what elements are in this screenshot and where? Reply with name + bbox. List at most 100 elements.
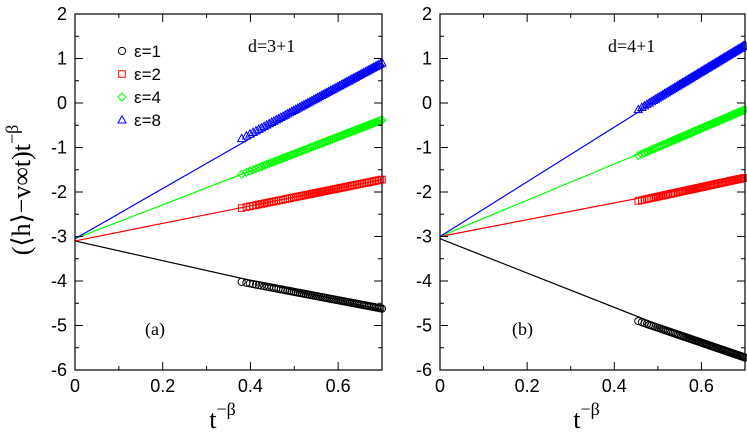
panel-b: 0 0.2 0.4 0.6 -6 -5 -4 -3 -2 -1 0 1 2 t−β d=4+1 (b) (416, 4, 747, 434)
data-point-square (638, 196, 646, 204)
data-point-square (257, 200, 266, 208)
data-point-diamond (352, 124, 362, 135)
y-tick-label: 1 (422, 49, 432, 69)
data-point-diamond (280, 152, 290, 163)
data-point-diamond (347, 126, 357, 137)
y-axis-label-main: (⟨h⟩−v∞t)t (7, 143, 36, 255)
data-point-diamond (362, 120, 372, 131)
data-point-diamond (642, 147, 652, 157)
data-point-square (262, 199, 271, 207)
y-tick-label: -5 (51, 316, 67, 336)
data-point-triangle (273, 113, 284, 123)
data-point-diamond (375, 115, 386, 126)
data-point-diamond (367, 119, 377, 129)
data-point-diamond (241, 167, 252, 178)
y-tick-label: 0 (422, 93, 432, 113)
data-point-diamond (732, 108, 743, 118)
data-point-diamond (340, 129, 350, 139)
data-point-diamond (739, 105, 747, 115)
y-tick-label: -2 (416, 182, 432, 202)
legend-symbol-circle (117, 46, 127, 56)
data-point-diamond (665, 137, 675, 147)
series-markers-triangle (633, 39, 747, 114)
data-point-circle (248, 279, 258, 289)
data-point-triangle (269, 115, 279, 125)
data-point-diamond (736, 106, 746, 116)
series-markers-diamond (633, 104, 747, 161)
y-tick-label: 0 (57, 93, 67, 113)
x-tick-label: 0.6 (689, 376, 714, 396)
data-point-diamond (370, 117, 381, 128)
data-point-diamond (259, 160, 269, 171)
data-point-diamond (639, 148, 650, 158)
x-tick-label: 0.6 (326, 376, 351, 396)
y-tick-label: -6 (416, 360, 432, 380)
x-axis-label-main: t (209, 405, 217, 434)
data-point-circle (251, 280, 261, 289)
data-point-diamond (278, 153, 288, 163)
data-point-triangle (373, 59, 384, 69)
x-tick-label: 0 (435, 376, 445, 396)
x-axis-label-main: t (573, 405, 581, 434)
panel-label: (b) (512, 319, 533, 340)
data-point-square (255, 200, 263, 209)
data-point-triangle (735, 42, 745, 52)
x-tick-label: 0.4 (238, 376, 263, 396)
panel-a: 0 0.2 0.4 0.6-6-5-4-3-2-1012t−βd=3+1(a)ε=1ε… (51, 4, 387, 434)
data-point-triangle (736, 42, 747, 51)
panel-label: (a) (145, 319, 165, 340)
data-point-diamond (261, 159, 272, 170)
data-point-circle (237, 277, 246, 286)
y-tick-label: -1 (416, 138, 432, 158)
data-point-diamond (355, 123, 366, 133)
data-point-diamond (341, 128, 352, 139)
data-point-triangle (275, 112, 286, 121)
data-point-diamond (350, 125, 361, 135)
data-point-diamond (735, 107, 745, 117)
legend-label: ε=8 (134, 111, 161, 130)
y-tick-label: -4 (51, 271, 67, 291)
data-point-diamond (731, 108, 741, 119)
series-markers-diamond (236, 115, 387, 179)
data-point-diamond (669, 135, 680, 145)
data-point-diamond (256, 161, 267, 172)
x-tick-label: 0.2 (150, 376, 175, 396)
y-tick-label: -4 (416, 271, 432, 291)
x-tick-label: 0 (70, 376, 80, 396)
data-point-diamond (284, 150, 295, 161)
y-tick-label: -6 (51, 360, 67, 380)
data-point-diamond (359, 122, 369, 132)
data-point-square (237, 204, 246, 212)
dimension-annotation: d=3+1 (248, 36, 295, 56)
data-point-diamond (633, 150, 643, 161)
data-point-diamond (271, 156, 281, 166)
data-point-diamond (273, 155, 284, 165)
fit-line-diamond (74, 119, 383, 240)
fit-line-diamond (439, 109, 746, 238)
x-axis-label: t−β (573, 399, 600, 434)
x-tick-label: 0.4 (602, 376, 627, 396)
data-point-diamond (269, 156, 279, 167)
data-point-diamond (343, 128, 354, 138)
legend-symbol-diamond (117, 92, 127, 102)
y-tick-label: -1 (51, 138, 67, 158)
y-tick-label: -3 (416, 227, 432, 247)
data-point-diamond (369, 118, 379, 128)
legend-label: ε=2 (134, 65, 161, 84)
data-point-triangle (264, 118, 275, 128)
data-point-triangle (271, 114, 282, 124)
series-markers-triangle (236, 57, 387, 143)
dimension-annotation: d=4+1 (608, 36, 655, 56)
y-tick-label: 2 (422, 4, 432, 24)
data-point-diamond (637, 149, 647, 159)
y-tick-label: 2 (57, 4, 67, 24)
data-point-circle (245, 279, 255, 288)
data-point-square (260, 199, 268, 208)
series-markers-square (634, 173, 747, 205)
y-tick-label: -3 (51, 227, 67, 247)
y-tick-label: 1 (57, 49, 67, 69)
x-axis-label: t−β (209, 399, 236, 434)
data-point-diamond (276, 154, 286, 164)
data-point-diamond (364, 120, 374, 130)
